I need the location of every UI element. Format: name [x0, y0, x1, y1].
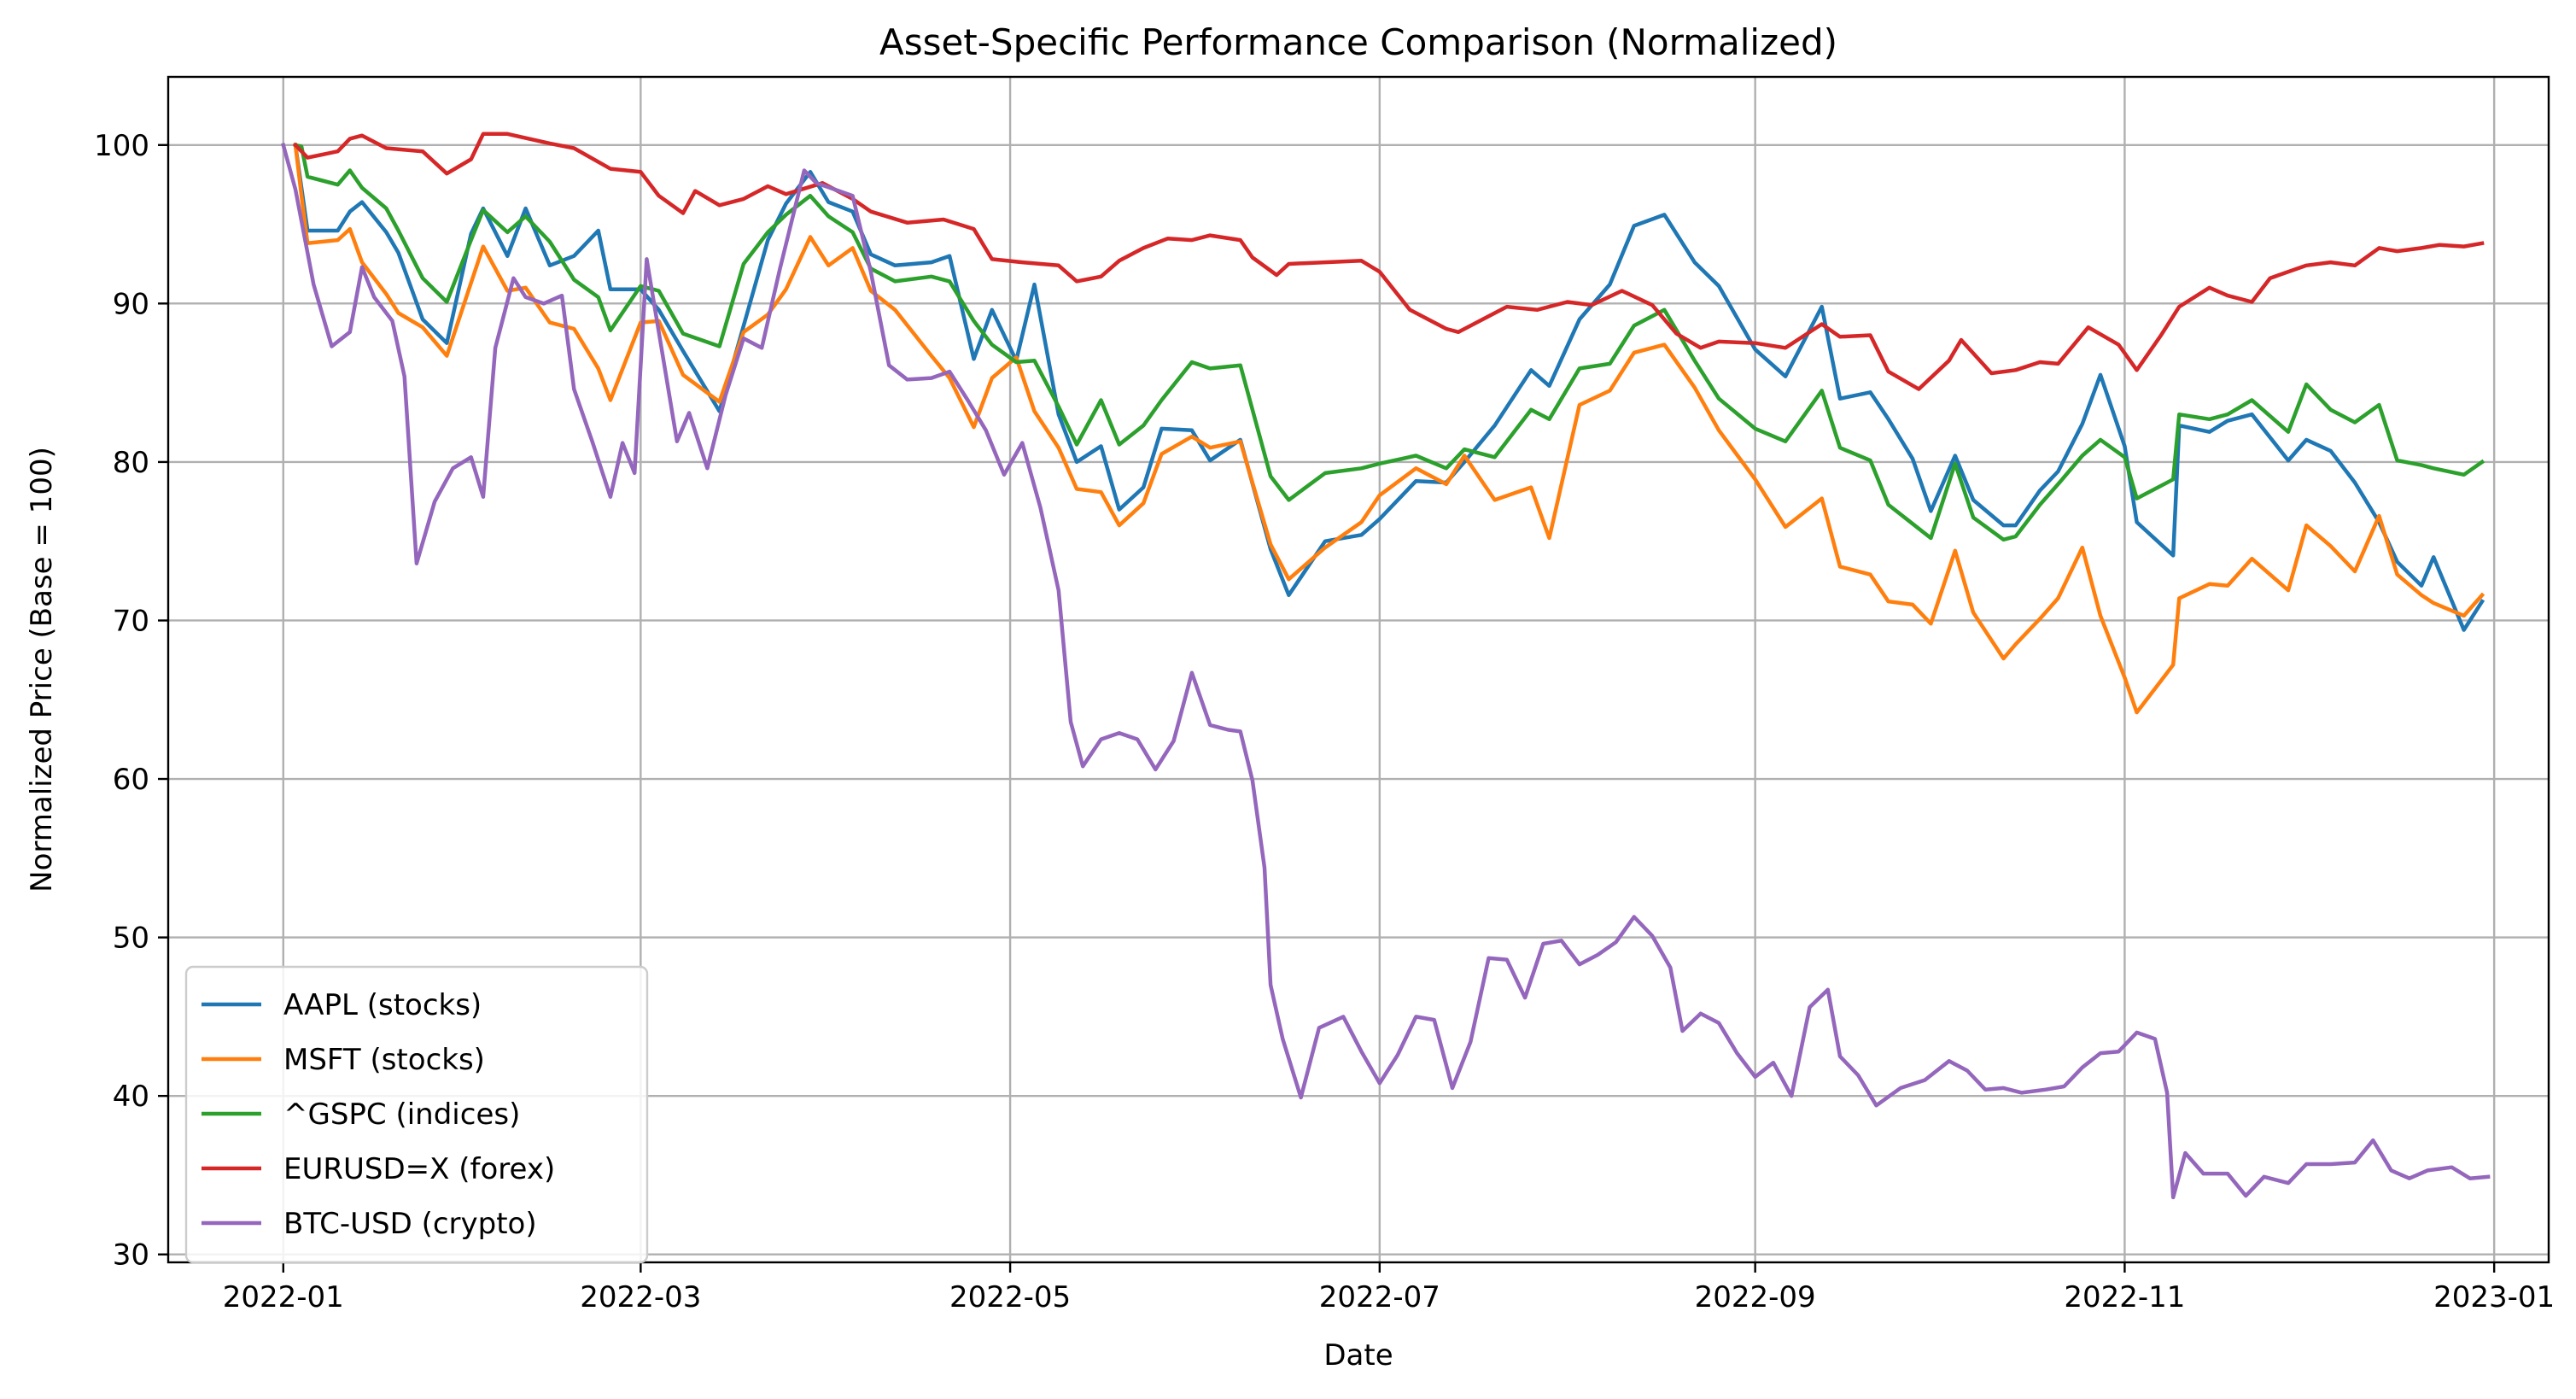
y-tick-label: 30 — [113, 1238, 149, 1273]
x-tick-label: 2022-05 — [949, 1280, 1071, 1314]
x-tick-label: 2022-07 — [1319, 1280, 1440, 1314]
legend-label: ^GSPC (indices) — [283, 1098, 520, 1132]
series-line-btc-usd-crypto — [281, 143, 2491, 1200]
x-axis-ticks: 2022-01 2022-03 2022-05 2022-07 2022-09 2022-… — [223, 1262, 2555, 1314]
series-layer — [281, 132, 2491, 1200]
legend-box — [184, 965, 649, 1264]
series-line-eurusd-x-forex — [292, 132, 2485, 391]
series-line-gspc-indices — [293, 143, 2485, 542]
plot-frame — [166, 75, 2550, 1264]
legend-label: BTC-USD (crypto) — [283, 1207, 537, 1241]
y-tick-label: 80 — [113, 446, 149, 480]
legend-label: AAPL (stocks) — [283, 988, 482, 1022]
y-tick-label: 60 — [113, 763, 149, 797]
y-axis-label: Normalized Price (Base = 100) — [25, 447, 59, 893]
y-axis-ticks: 30 40 50 60 70 80 90 100 — [94, 129, 168, 1273]
x-tick-label: 2023-01 — [2433, 1280, 2555, 1314]
y-tick-label: 70 — [113, 604, 149, 638]
chart-title: Asset-Specific Performance Comparison (N… — [879, 21, 1837, 63]
legend-label: MSFT (stocks) — [283, 1043, 485, 1077]
legend: AAPL (stocks) MSFT (stocks) ^GSPC (indices… — [184, 965, 649, 1264]
x-axis-label: Date — [1323, 1338, 1393, 1373]
x-tick-label: 2022-03 — [580, 1280, 701, 1314]
y-tick-label: 100 — [94, 129, 149, 163]
series-line-msft-stocks — [293, 143, 2485, 715]
legend-label: EURUSD=X (forex) — [283, 1152, 555, 1186]
y-tick-label: 40 — [113, 1080, 149, 1114]
x-tick-label: 2022-11 — [2064, 1280, 2185, 1314]
x-tick-label: 2022-09 — [1695, 1280, 1816, 1314]
y-tick-label: 50 — [113, 922, 149, 956]
x-tick-label: 2022-01 — [223, 1280, 344, 1314]
y-tick-label: 90 — [113, 287, 149, 321]
